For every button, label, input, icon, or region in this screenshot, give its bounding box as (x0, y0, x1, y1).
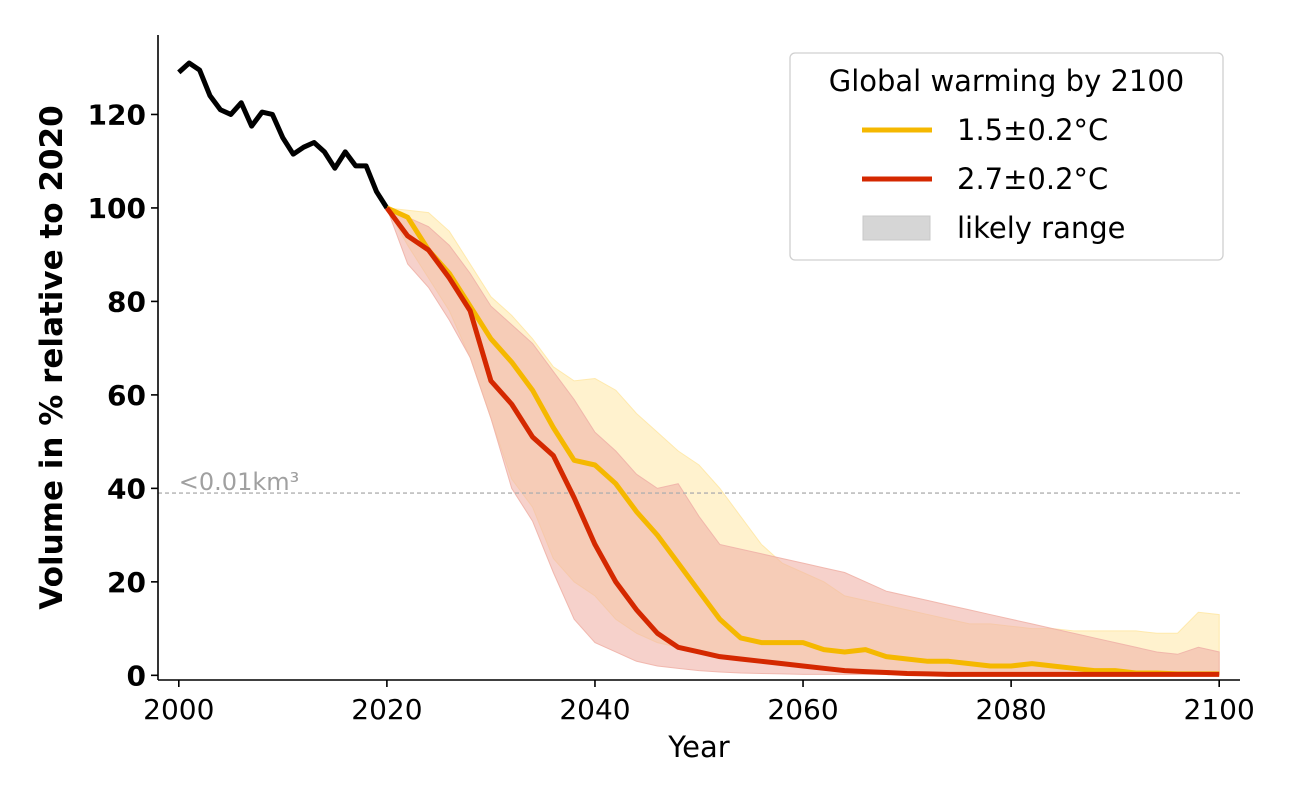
y-tick-label: 40 (107, 472, 146, 505)
x-tick-label: 2000 (143, 693, 214, 726)
y-tick-label: 20 (107, 566, 146, 599)
threshold-annotation: <0.01km³ (158, 468, 1240, 496)
y-tick-label: 60 (107, 379, 146, 412)
series-line-2 (384, 206, 1220, 677)
threshold-label: <0.01km³ (179, 468, 299, 496)
x-axis-label: Year (667, 730, 729, 764)
series-lines (177, 60, 1220, 677)
x-tick-label: 2080 (975, 693, 1046, 726)
x-tick-label: 2100 (1184, 693, 1255, 726)
legend-swatch (862, 215, 931, 241)
likely-range-band-2 (385, 206, 1220, 675)
x-tick-label: 2020 (351, 693, 422, 726)
legend-entry-label: likely range (957, 211, 1125, 245)
y-tick-label: 120 (88, 98, 146, 131)
legend-entry-label: 2.7±0.2°C (957, 162, 1108, 196)
series-line-0 (177, 60, 389, 210)
x-tick-label: 2040 (559, 693, 630, 726)
x-tick-label: 2060 (767, 693, 838, 726)
y-tick-label: 100 (88, 192, 146, 225)
legend-title: Global warming by 2100 (829, 64, 1185, 98)
legend-entry-label: 1.5±0.2°C (957, 113, 1108, 147)
series-line-1 (385, 205, 1220, 677)
y-axis-label: Volume in % relative to 2020 (34, 105, 70, 609)
y-tick-label: 0 (127, 659, 146, 692)
y-tick-label: 80 (107, 285, 146, 318)
legend-box (789, 52, 1224, 261)
likely-range-bands (385, 206, 1220, 675)
legend: Global warming by 2100 1.5±0.2°C 2.7±0.2°C… (789, 52, 1224, 261)
